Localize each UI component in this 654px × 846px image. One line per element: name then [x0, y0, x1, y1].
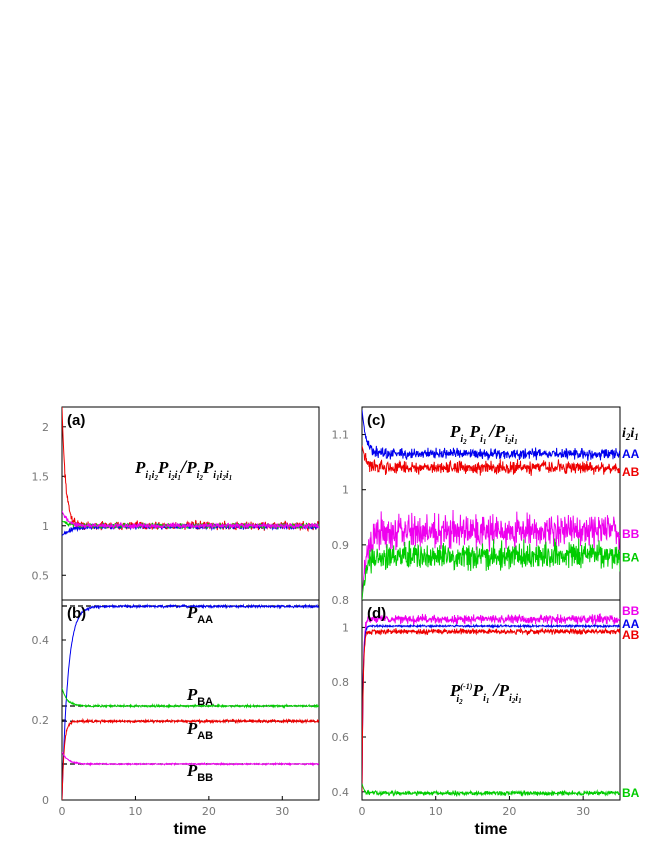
panel-c-series-aa	[362, 409, 620, 461]
panel-a-formula: Pi1i2Pi2i1/Pi2Pi1i2i1	[134, 457, 232, 482]
panel-d-series-label-ab: AB	[622, 628, 640, 642]
panel-d-xtick-label: 30	[576, 805, 590, 818]
panel-b-series-aa	[62, 603, 319, 800]
panel-d-ytick-label: 1	[342, 621, 349, 634]
panel-b-label-pba: PBA	[186, 685, 213, 708]
panel-b-series-ba	[62, 687, 319, 709]
panel-c-series-ba	[362, 538, 620, 600]
panel-d-series-ba	[362, 783, 620, 798]
panel-d-ytick-label: 0.6	[332, 731, 350, 744]
panel-a: 0.5 1 1.5 2	[32, 407, 319, 582]
panel-b-ytick-label: 0	[42, 794, 49, 807]
panel-b-xtick-label: 10	[128, 805, 142, 818]
panel-b: 0 0.2 0.4 0 10 20 30 PAA PBA PAB PBB	[32, 603, 319, 818]
panel-d-series-label-ba: BA	[622, 786, 640, 800]
panel-d-series-label-bb: BB	[622, 604, 640, 618]
panel-c-ytick-label: 0.9	[332, 539, 350, 552]
panel-a-label: (a)	[67, 412, 85, 429]
panel-c-series-label-ba: BA	[622, 551, 640, 565]
panel-d-xtick-label: 20	[502, 805, 516, 818]
panel-b-frame	[61, 599, 320, 801]
panel-d-frame	[361, 599, 621, 801]
panel-a-frame	[61, 406, 320, 601]
panel-c-series-bb	[362, 510, 620, 600]
panel-c-ytick-label: 0.8	[332, 594, 350, 607]
panel-d-ytick-label: 0.8	[332, 676, 350, 689]
panel-c: 0.8 0.9 1 1.1 AA AB BB BA	[332, 409, 640, 607]
panel-d-series-label-aa: AA	[622, 617, 640, 631]
panel-b-xtick-label: 0	[59, 805, 66, 818]
panel-c-series-label-aa: AA	[622, 447, 640, 461]
panel-d-xtick-label: 0	[359, 805, 366, 818]
panel-d-series-aa	[362, 623, 620, 792]
panel-d-series-ab	[362, 627, 620, 792]
panel-b-xlabel: time	[174, 821, 207, 838]
panel-a-series-ee00ee	[62, 510, 319, 531]
panel-c-series-ab	[362, 445, 620, 476]
panel-b-label-pbb: PBB	[186, 761, 213, 784]
panel-b-series-ab	[62, 717, 319, 800]
panel-b-label-pab: PAB	[186, 719, 213, 742]
panel-a-ytick-label: 1	[42, 520, 49, 533]
panel-c-label: (c)	[367, 412, 385, 429]
panel-d-ytick-label: 0.4	[332, 786, 350, 799]
panel-b-ytick-label: 0.2	[32, 714, 50, 727]
panel-c-ytick-label: 1.1	[332, 429, 350, 442]
panel-b-ytick-label: 0.4	[32, 634, 50, 647]
panel-b-series-bb	[62, 751, 319, 767]
panel-c-legend-title: i2i1	[622, 426, 639, 442]
panel-c-series-label-bb: BB	[622, 527, 640, 541]
panel-c-series-label-ab: AB	[622, 465, 640, 479]
panel-d-xtick-label: 10	[429, 805, 443, 818]
panel-a-ytick-label: 0.5	[32, 569, 50, 582]
panel-d-xlabel: time	[475, 821, 508, 838]
panel-c-formula: Pi2Pi1/Pi2i1	[449, 421, 518, 446]
panel-a-ytick-label: 1.5	[32, 470, 50, 483]
panel-d-formula: P(-1) i2Pi1/Pi2i1	[449, 680, 522, 706]
panel-c-ytick-label: 1	[342, 484, 349, 497]
panel-b-xtick-label: 30	[275, 805, 289, 818]
panel-b-label: (b)	[67, 605, 86, 622]
panel-a-ytick-label: 2	[42, 421, 49, 434]
panel-d-label: (d)	[367, 605, 386, 622]
panel-d-series-bb	[362, 613, 620, 792]
panel-b-label-paa: PAA	[186, 603, 213, 626]
panel-b-xtick-label: 20	[202, 805, 216, 818]
